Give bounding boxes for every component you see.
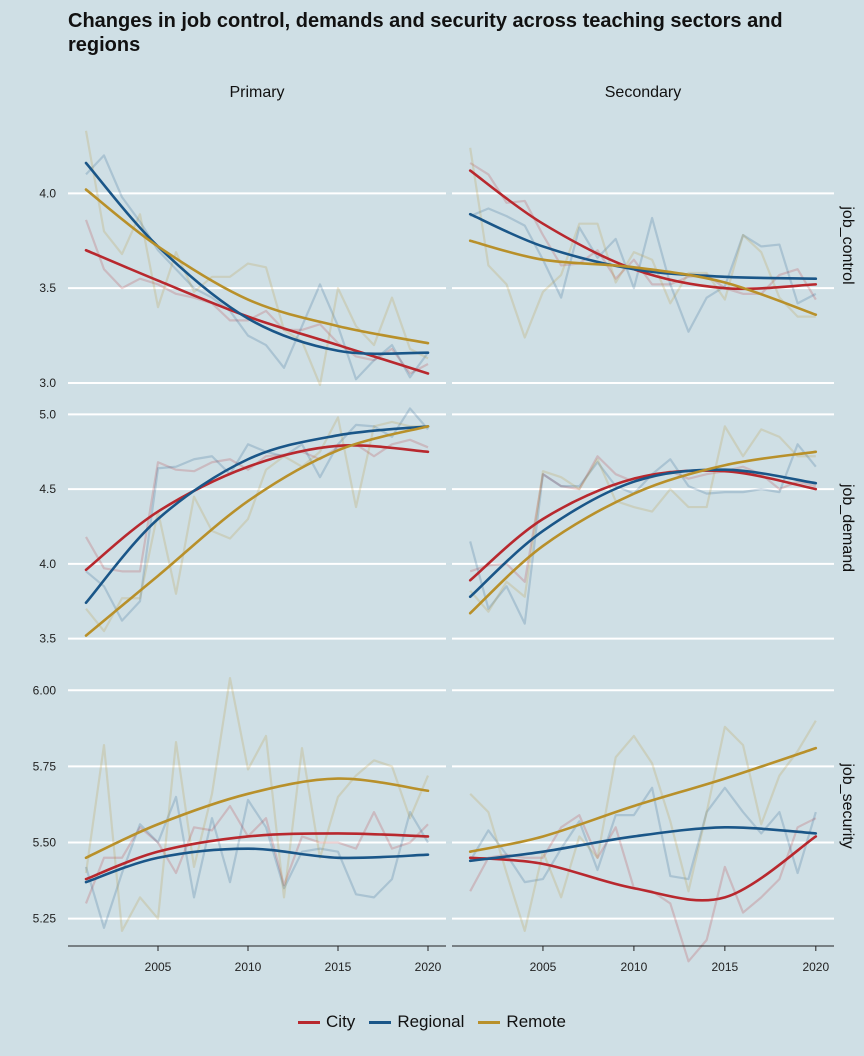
x-tick-label: 2015	[325, 960, 352, 974]
trend-line-remote	[468, 239, 818, 317]
raw-line-city	[84, 219, 429, 375]
legend-swatch-remote	[478, 1020, 501, 1024]
y-tick-label: 5.50	[33, 836, 57, 850]
y-tick-label: 5.25	[33, 912, 57, 926]
trend-line-remote	[84, 425, 430, 637]
raw-line-remote	[469, 425, 816, 613]
raw-line-regional	[469, 786, 817, 884]
facet-label-job-security: job_security	[839, 762, 856, 848]
x-tick-label: 2010	[235, 960, 262, 974]
raw-line-regional	[85, 407, 429, 622]
facet-label-job-demand: job_demand	[839, 483, 856, 572]
x-tick-label: 2005	[530, 960, 557, 974]
trend-line-regional	[84, 425, 430, 605]
raw-line-remote	[84, 676, 430, 932]
raw-line-regional	[84, 795, 429, 929]
y-tick-label: 5.75	[33, 759, 57, 773]
trend-line-remote	[468, 450, 818, 615]
facet-label-job-control: job_control	[839, 205, 856, 284]
panel-job-control-primary	[68, 130, 446, 386]
legend-item-remote: Remote	[478, 1012, 566, 1032]
legend-item-city: City	[298, 1012, 355, 1032]
trend-line-city	[468, 835, 818, 902]
legend: City Regional Remote	[0, 1010, 864, 1034]
legend-label-city: City	[326, 1012, 356, 1031]
x-tick-label: 2010	[621, 960, 648, 974]
raw-line-regional	[469, 443, 817, 625]
y-tick-label: 3.0	[39, 376, 56, 390]
y-tick-label: 5.0	[39, 407, 56, 421]
trend-line-city	[84, 248, 430, 375]
trend-line-regional	[468, 826, 818, 863]
trend-line-city	[84, 832, 430, 881]
trend-line-city	[84, 444, 430, 572]
y-tick-label: 4.0	[39, 186, 56, 200]
legend-swatch-regional	[369, 1020, 392, 1024]
raw-line-remote	[469, 720, 817, 932]
panel-job-demand-secondary	[452, 413, 834, 640]
x-tick-label: 2020	[415, 960, 442, 974]
facet-label-secondary: Secondary	[605, 84, 682, 101]
trend-line-regional	[84, 847, 430, 884]
y-tick-label: 6.00	[33, 683, 57, 697]
raw-line-city	[84, 804, 429, 904]
y-tick-label: 3.5	[39, 281, 56, 295]
legend-label-remote: Remote	[506, 1012, 566, 1031]
chart-title: Changes in job control, demands and secu…	[68, 10, 783, 56]
y-tick-label: 4.0	[39, 557, 56, 571]
trend-line-remote	[84, 777, 430, 860]
raw-line-remote	[84, 130, 429, 386]
trend-line-city	[468, 469, 818, 582]
legend-swatch-city	[298, 1020, 321, 1024]
trend-line-remote	[84, 188, 430, 345]
trend-line-regional	[468, 212, 818, 280]
panel-job-control-secondary	[452, 147, 834, 384]
y-tick-label: 3.5	[39, 632, 56, 646]
raw-line-remote	[469, 147, 816, 339]
y-tick-label: 4.5	[39, 482, 56, 496]
panel-job-security-secondary	[452, 689, 834, 963]
panel-job-security-primary	[68, 676, 446, 932]
panel-job-demand-primary	[68, 407, 446, 640]
raw-line-city	[85, 438, 429, 573]
x-tick-label: 2005	[145, 960, 172, 974]
trend-line-regional	[84, 161, 430, 356]
facet-label-primary: Primary	[229, 84, 284, 101]
raw-line-remote	[85, 416, 428, 633]
legend-label-regional: Regional	[397, 1012, 465, 1031]
x-tick-label: 2015	[712, 960, 739, 974]
raw-line-regional	[469, 207, 817, 333]
raw-line-regional	[85, 154, 429, 381]
raw-line-city	[469, 814, 817, 963]
trend-line-regional	[468, 468, 818, 599]
legend-item-regional: Regional	[369, 1012, 464, 1032]
trend-line-remote	[468, 746, 818, 853]
x-tick-label: 2020	[802, 960, 829, 974]
